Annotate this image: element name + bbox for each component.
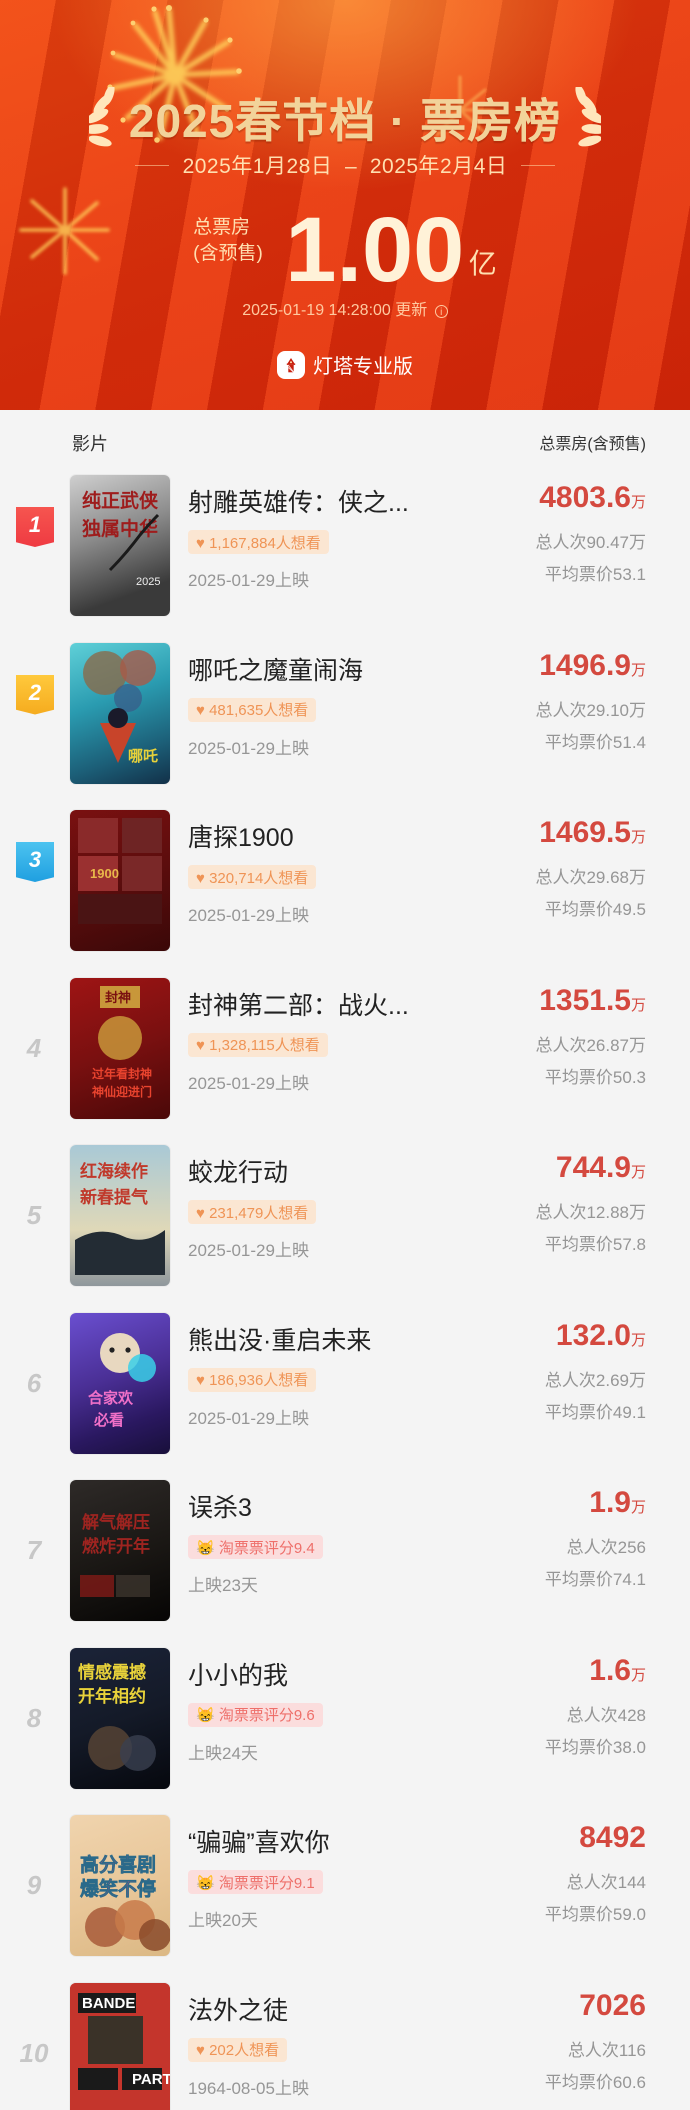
svg-text:解气解压: 解气解压 [82, 1512, 150, 1532]
svg-text:开年相约: 开年相约 [78, 1686, 146, 1706]
svg-text:PART: PART [132, 2071, 170, 2088]
svg-text:神仙迎进门: 神仙迎进门 [92, 1084, 152, 1099]
svg-text:情感震撼: 情感震撼 [78, 1662, 146, 1682]
svg-text:高分喜剧: 高分喜剧 [80, 1853, 156, 1876]
svg-text:新春提气: 新春提气 [80, 1187, 148, 1207]
svg-text:哪吒: 哪吒 [128, 748, 158, 765]
svg-text:必看: 必看 [93, 1411, 124, 1429]
svg-text:合家欢: 合家欢 [87, 1389, 134, 1407]
svg-text:燃炸开年: 燃炸开年 [82, 1536, 150, 1556]
svg-text:过年看封神: 过年看封神 [92, 1066, 152, 1081]
svg-text:纯正武侠: 纯正武侠 [82, 489, 159, 512]
svg-text:爆笑不停: 爆笑不停 [80, 1877, 156, 1900]
svg-text:BANDE: BANDE [82, 1995, 135, 2012]
svg-text:红海续作: 红海续作 [80, 1161, 148, 1181]
svg-text:1900: 1900 [90, 866, 119, 881]
svg-text:2025: 2025 [136, 576, 160, 588]
svg-text:封神: 封神 [105, 990, 131, 1005]
